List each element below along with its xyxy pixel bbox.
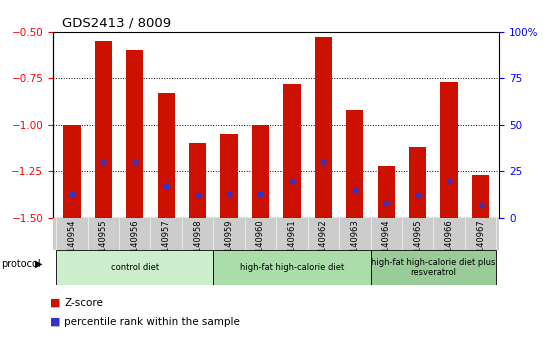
- Text: GSM140963: GSM140963: [350, 219, 359, 270]
- Text: GSM140961: GSM140961: [287, 219, 296, 270]
- Text: ▶: ▶: [35, 259, 42, 269]
- Bar: [440, 82, 458, 218]
- Text: GSM140960: GSM140960: [256, 219, 265, 270]
- Bar: [126, 51, 143, 218]
- Text: GSM140965: GSM140965: [413, 219, 422, 270]
- Bar: [252, 125, 269, 218]
- Text: GSM140962: GSM140962: [319, 219, 328, 270]
- Text: GSM140957: GSM140957: [162, 219, 171, 270]
- Bar: [283, 84, 301, 218]
- Bar: [56, 250, 213, 285]
- Text: GSM140967: GSM140967: [476, 219, 485, 270]
- Text: GSM140959: GSM140959: [224, 219, 234, 270]
- Text: GSM140958: GSM140958: [193, 219, 202, 270]
- Text: protocol: protocol: [1, 259, 41, 269]
- Text: GDS2413 / 8009: GDS2413 / 8009: [62, 16, 171, 29]
- Text: ■: ■: [50, 298, 61, 308]
- Bar: [346, 110, 363, 218]
- Bar: [472, 175, 489, 218]
- Bar: [213, 250, 371, 285]
- Text: GSM140956: GSM140956: [130, 219, 140, 270]
- Text: high-fat high-calorie diet: high-fat high-calorie diet: [240, 263, 344, 272]
- Text: control diet: control diet: [110, 263, 159, 272]
- Bar: [378, 166, 395, 218]
- Bar: [63, 125, 80, 218]
- Text: GSM140966: GSM140966: [445, 219, 454, 270]
- Text: Z-score: Z-score: [64, 298, 103, 308]
- Bar: [371, 250, 496, 285]
- Text: percentile rank within the sample: percentile rank within the sample: [64, 317, 240, 327]
- Text: GSM140955: GSM140955: [99, 219, 108, 270]
- Text: GSM140964: GSM140964: [382, 219, 391, 270]
- Text: ■: ■: [50, 317, 61, 327]
- Bar: [95, 41, 112, 218]
- Bar: [315, 38, 332, 218]
- Text: GSM140954: GSM140954: [68, 219, 76, 270]
- Bar: [189, 143, 206, 218]
- Text: high-fat high-calorie diet plus
resveratrol: high-fat high-calorie diet plus resverat…: [371, 258, 496, 277]
- Bar: [409, 147, 426, 218]
- Bar: [220, 134, 238, 218]
- Bar: [157, 93, 175, 218]
